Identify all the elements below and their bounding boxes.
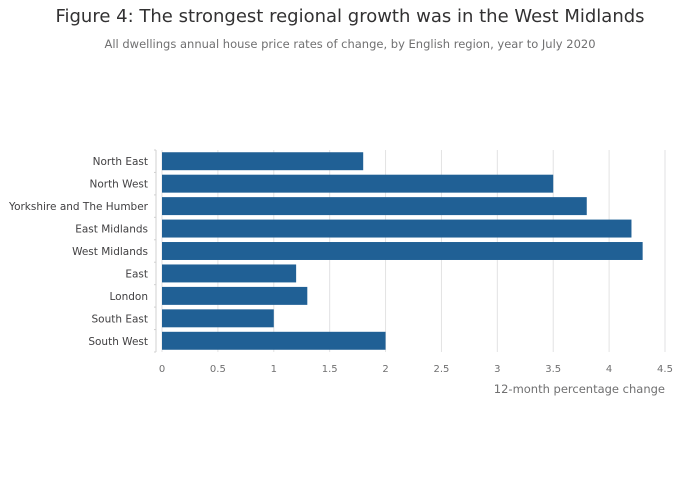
y-category-label: East — [125, 268, 148, 280]
x-tick-label: 0.5 — [210, 364, 226, 375]
x-tick-label: 2.5 — [433, 364, 449, 375]
chart-title: Figure 4: The strongest regional growth … — [55, 6, 645, 27]
bars — [162, 152, 643, 350]
x-tick-label: 3.5 — [545, 364, 561, 375]
y-axis: North East North West Yorkshire and The Hu… — [8, 149, 157, 353]
bar — [162, 286, 308, 305]
bar — [162, 174, 554, 193]
y-category-label: London — [110, 291, 149, 303]
bar — [162, 264, 297, 283]
y-category-label: South East — [91, 313, 148, 325]
x-tick-label: 4.5 — [657, 364, 673, 375]
x-tick-label: 3 — [494, 364, 500, 375]
bar — [162, 309, 274, 328]
bar — [162, 197, 587, 216]
x-axis-title: 12-month percentage change — [494, 382, 665, 396]
x-tick-label: 4 — [606, 364, 612, 375]
y-category-label: West Midlands — [72, 246, 148, 258]
x-tick-label: 2 — [382, 364, 388, 375]
y-category-label: Yorkshire and The Humber — [8, 201, 149, 213]
x-tick-label: 0 — [159, 364, 165, 375]
x-tick-label: 1 — [271, 364, 277, 375]
y-category-label: South West — [88, 336, 148, 348]
bar — [162, 219, 632, 238]
y-category-label: North East — [93, 156, 148, 168]
y-category-label: North West — [89, 179, 148, 191]
y-category-label: East Midlands — [75, 224, 148, 236]
x-axis: 0 0.5 1 1.5 2 2.5 3 3.5 4 4.5 — [159, 364, 673, 375]
x-tick-label: 1.5 — [322, 364, 338, 375]
bar — [162, 152, 364, 171]
bar — [162, 331, 386, 350]
chart-subtitle: All dwellings annual house price rates o… — [104, 37, 596, 51]
bar — [162, 242, 643, 260]
